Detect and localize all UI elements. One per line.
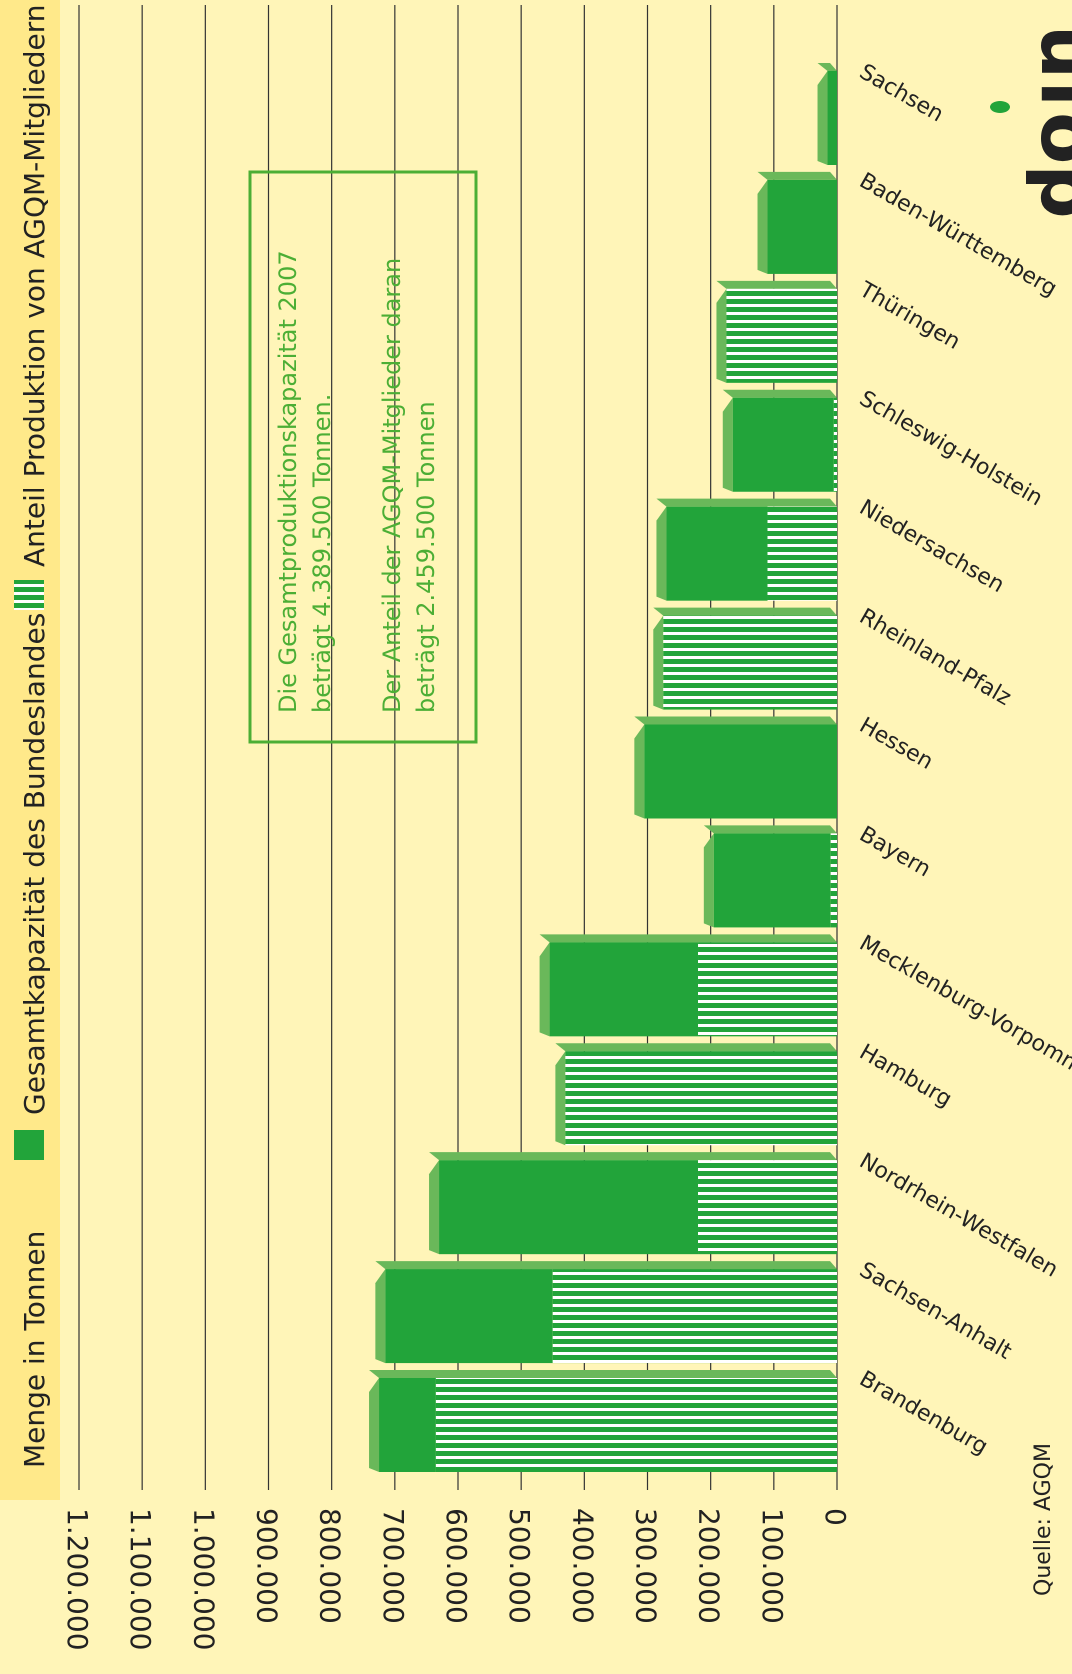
bar-agqm — [663, 615, 837, 710]
bar-agqm — [726, 288, 837, 383]
y-tick-label: 800.000 — [314, 1508, 347, 1624]
category-label: Brandenburg — [855, 1367, 992, 1460]
bar-top-face — [555, 1051, 566, 1146]
axis-title: Menge in Tonnen — [18, 1231, 51, 1468]
bar-total — [439, 1160, 699, 1255]
annotation-box — [248, 170, 478, 744]
bar-total — [767, 179, 837, 274]
bar-side-face — [757, 171, 837, 180]
bar-side-face — [653, 607, 837, 616]
bar-total — [549, 942, 699, 1037]
annotation-line-2: beträgt 4.389.500 Tonnen. — [308, 394, 336, 713]
bar-side-face — [539, 934, 837, 943]
bar-total — [666, 506, 768, 601]
bar-top-face — [369, 1378, 380, 1472]
bars — [369, 63, 837, 1472]
bar-agqm — [435, 1378, 837, 1472]
bar-top-face — [429, 1160, 440, 1255]
bar-total — [713, 833, 831, 928]
bar-total — [644, 724, 837, 819]
ufop-logo: ufop — [1024, 25, 1072, 219]
header-band — [0, 0, 60, 1500]
legend-swatch-total — [14, 1130, 44, 1160]
legend-label-total: Gesamtkapazität des Bundeslandes — [18, 613, 51, 1115]
bar-total — [385, 1269, 553, 1364]
legend-label-agqm: Anteil Produktion von AGQM-Mitgliedern — [18, 4, 51, 567]
annotation-line-3: Der Anteil der AGQM-Mitglieder daran — [378, 258, 406, 713]
annotation-line-1: Die Gesamtproduktionskapazität 2007 — [274, 250, 302, 713]
bar-agqm — [565, 1051, 837, 1146]
y-tick-label: 200.000 — [693, 1508, 726, 1624]
legend-swatch-agqm — [14, 580, 44, 610]
bar-agqm — [698, 1160, 837, 1255]
bar-total — [827, 71, 837, 165]
y-tick-label: 1.200.000 — [61, 1508, 94, 1651]
bar-top-face — [817, 71, 828, 165]
bar-top-face — [722, 397, 733, 492]
bar-agqm — [552, 1269, 837, 1364]
bar-agqm — [830, 833, 837, 928]
bar-side-face — [656, 498, 837, 507]
bar-top-face — [634, 724, 645, 819]
category-label: Nordrhein-Westfalen — [855, 1149, 1062, 1283]
y-tick-label: 1.100.000 — [124, 1508, 157, 1651]
bar-side-face — [555, 1043, 837, 1052]
bar-top-face — [653, 615, 664, 710]
bar-side-face — [634, 716, 837, 725]
bar-agqm — [698, 942, 837, 1037]
y-tick-label: 1.000.000 — [187, 1508, 220, 1651]
y-tick-label: 900.000 — [251, 1508, 284, 1624]
category-label: Thüringen — [854, 277, 964, 355]
bar-top-face — [656, 506, 667, 601]
category-label: Hessen — [855, 713, 937, 775]
y-tick-label: 400.000 — [566, 1508, 599, 1624]
annotation-line-4: beträgt 2.459.500 Tonnen — [412, 401, 440, 713]
y-tick-label: 100.000 — [756, 1508, 789, 1624]
category-label: Sachsen-Anhalt — [855, 1258, 1016, 1365]
logo-leaf-icon — [990, 101, 1010, 113]
category-label: Hamburg — [855, 1040, 956, 1113]
bar-side-face — [817, 63, 837, 71]
bar-total — [379, 1378, 436, 1472]
bar-side-face — [716, 280, 837, 289]
category-label: Niedersachsen — [855, 495, 1008, 598]
y-tick-label: 700.000 — [377, 1508, 410, 1624]
bar-total — [732, 397, 834, 492]
bar-top-face — [716, 288, 727, 383]
y-tick-label: 500.000 — [503, 1508, 536, 1624]
category-label: Schleswig-Holstein — [855, 386, 1047, 511]
bar-side-face — [375, 1261, 837, 1270]
category-label: Bayern — [855, 822, 935, 883]
bar-top-face — [757, 179, 768, 274]
bar-agqm — [767, 506, 837, 601]
bar-side-face — [703, 825, 837, 834]
bar-top-face — [375, 1269, 386, 1364]
category-label: Rheinland-Pfalz — [855, 604, 1015, 711]
bar-side-face — [429, 1152, 837, 1161]
source-label: Quelle: AGQM — [1031, 1443, 1056, 1596]
category-label: Sachsen — [855, 60, 948, 128]
bar-top-face — [539, 942, 550, 1037]
bar-side-face — [722, 389, 837, 398]
y-tick-label: 600.000 — [440, 1508, 473, 1624]
y-tick-label: 300.000 — [630, 1508, 663, 1624]
bar-top-face — [703, 833, 714, 928]
bar-side-face — [369, 1370, 837, 1378]
y-tick-label: 0 — [819, 1508, 852, 1526]
bar-agqm — [833, 397, 837, 492]
